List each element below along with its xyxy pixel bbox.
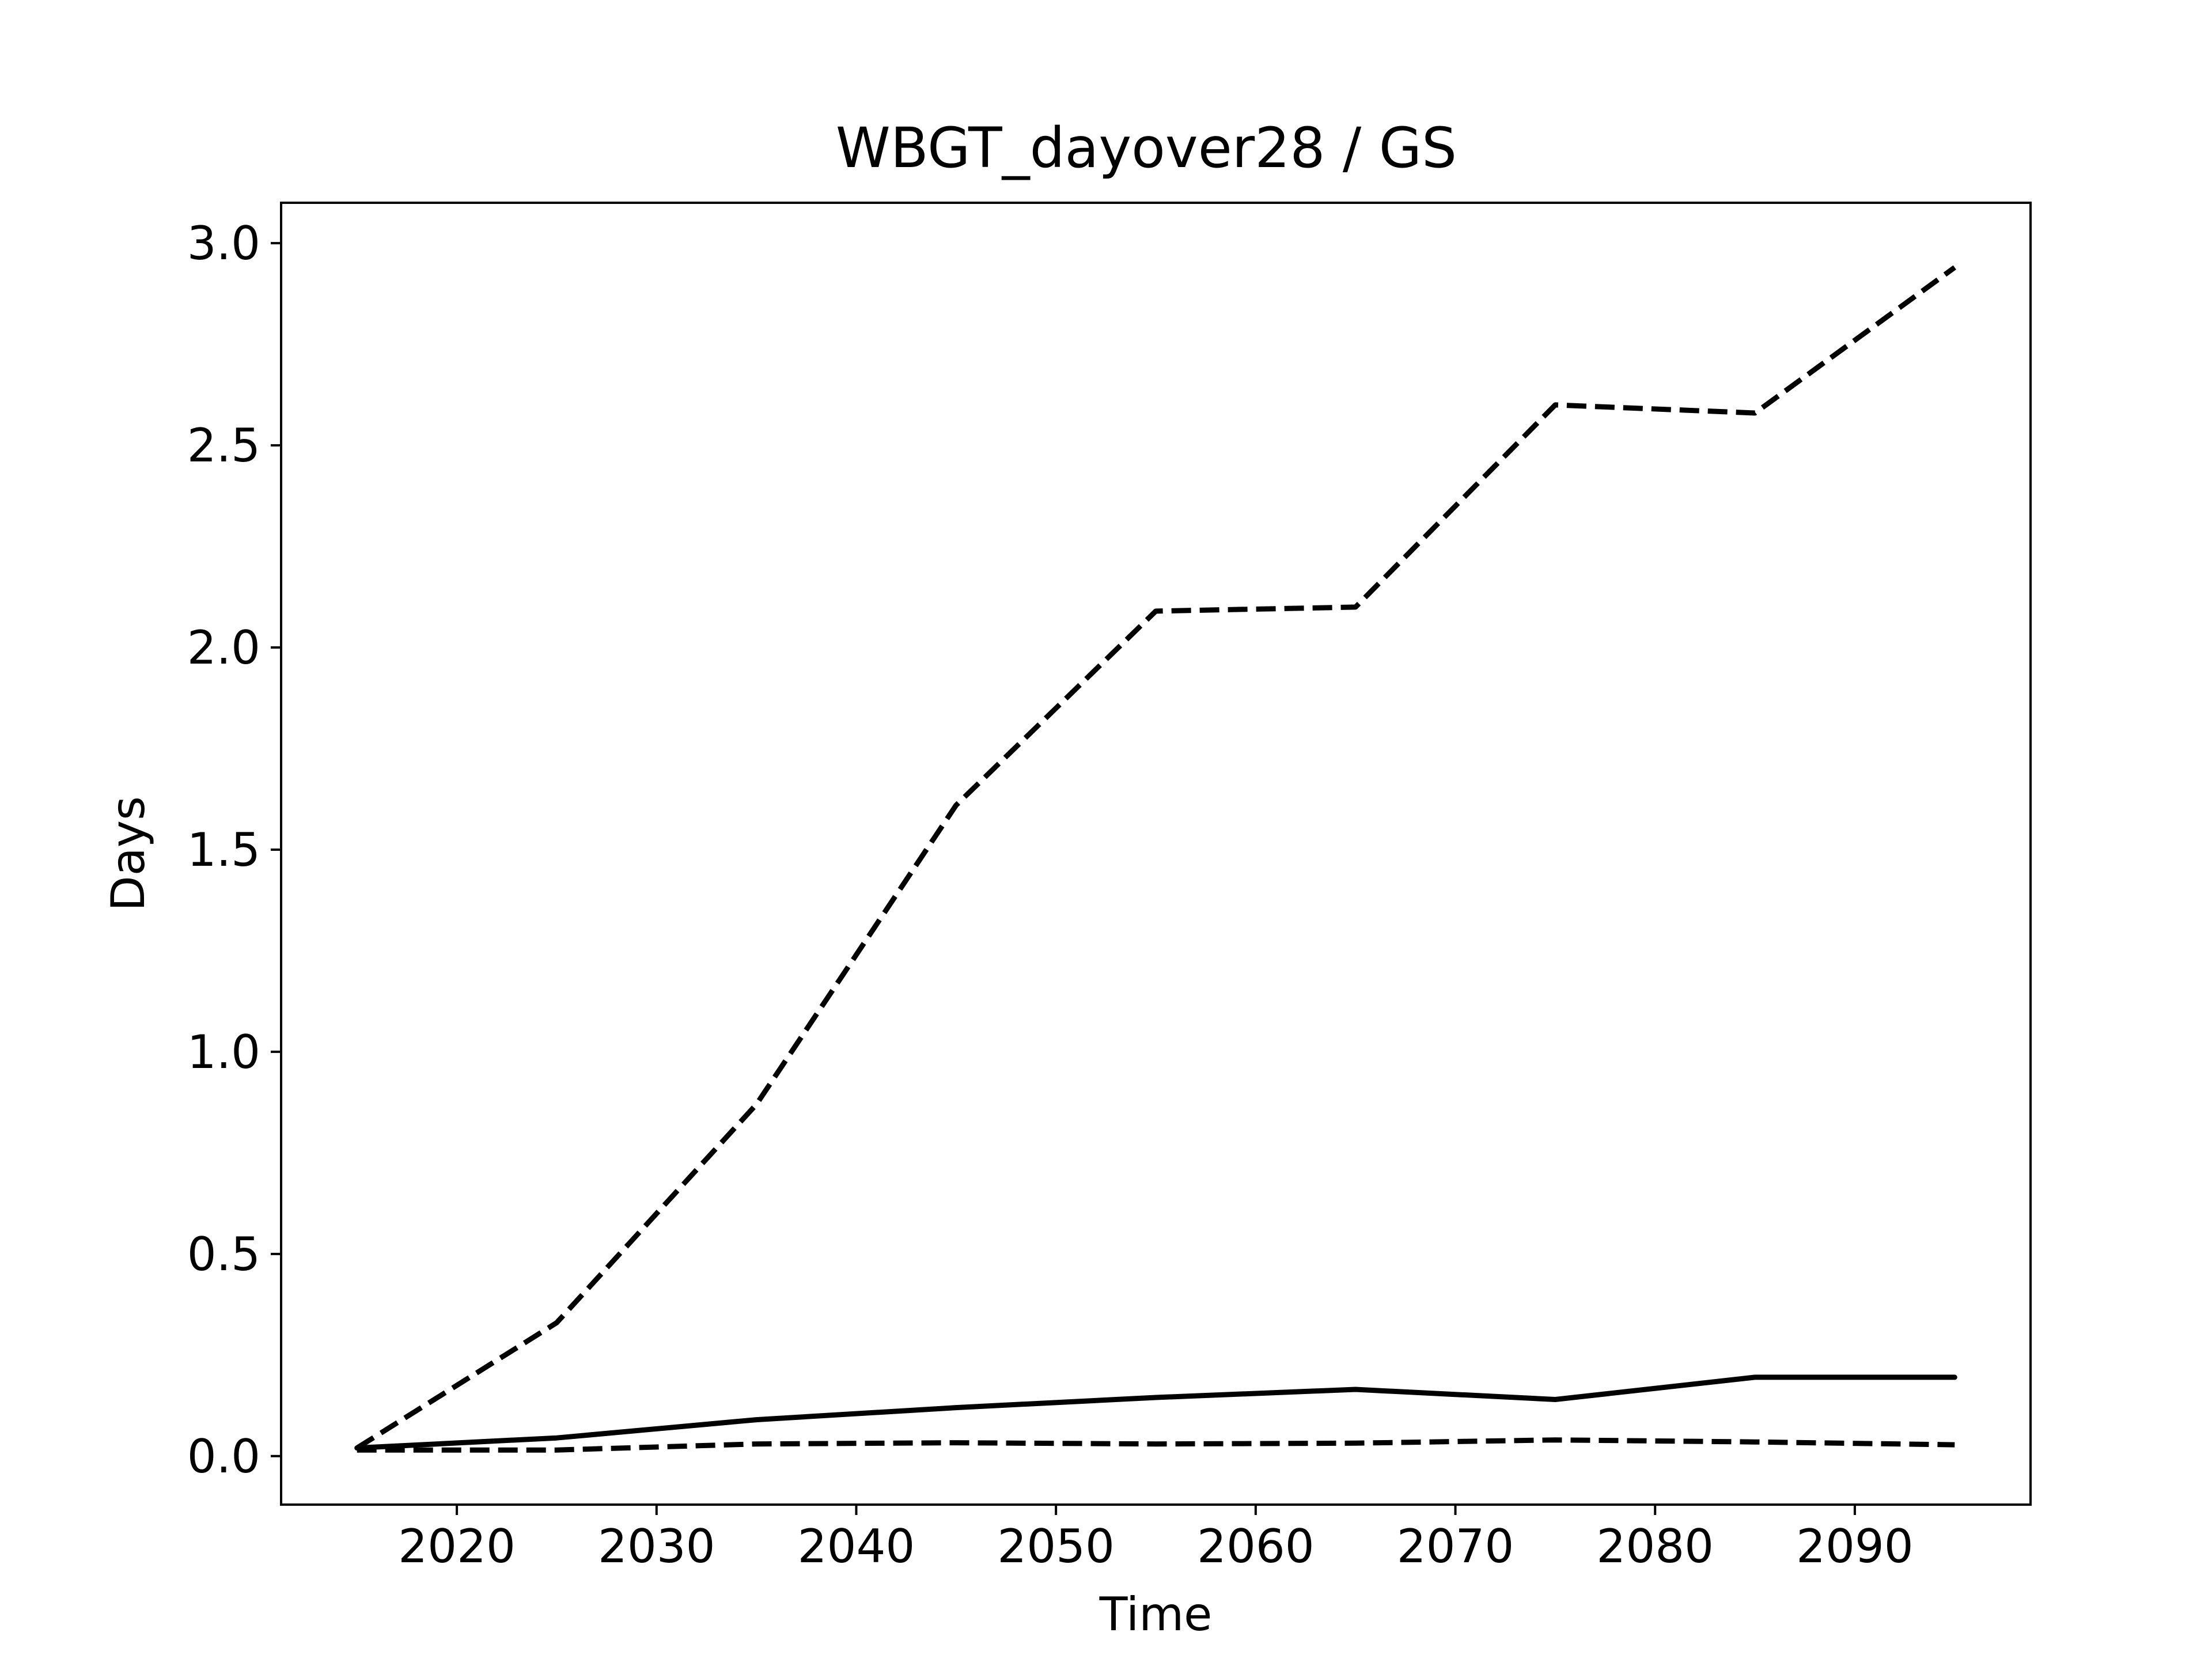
- y-tick-label-3: 1.5: [187, 823, 260, 877]
- x-tick-label-2050: 2050: [997, 1520, 1115, 1573]
- x-tick-label-2070: 2070: [1397, 1520, 1514, 1573]
- y-tick-label-6: 3.0: [187, 217, 260, 270]
- y-tick-label-2: 1.0: [187, 1025, 260, 1079]
- y-axis: 0.0 0.5 1.0 1.5 2.0 2.5 3.0: [187, 217, 281, 1483]
- x-tick-label-2080: 2080: [1596, 1520, 1714, 1573]
- y-tick-label-1: 0.5: [187, 1228, 260, 1281]
- chart-title: WBGT_dayover28 / GS: [836, 116, 1457, 180]
- x-axis: 2020 2030 2040 2050 2060 2070 2080 2090: [398, 1505, 1914, 1573]
- series-line-1: [355, 265, 1956, 1450]
- x-tick-label-2020: 2020: [398, 1520, 516, 1573]
- y-tick-label-5: 2.5: [187, 419, 260, 472]
- x-tick-label-2090: 2090: [1796, 1520, 1914, 1573]
- series-group: [354, 265, 1957, 1453]
- x-tick-label-2030: 2030: [598, 1520, 715, 1573]
- x-tick-label-2060: 2060: [1197, 1520, 1315, 1573]
- series-line-2: [354, 1374, 1957, 1451]
- y-axis-label: Days: [101, 796, 155, 911]
- y-tick-label-0: 0.0: [187, 1430, 260, 1483]
- y-tick-label-4: 2.0: [187, 621, 260, 675]
- series-line-3: [357, 1437, 1955, 1453]
- x-axis-label: Time: [1099, 1588, 1213, 1641]
- plot-frame: [280, 202, 2032, 1506]
- x-tick-label-2040: 2040: [798, 1520, 915, 1573]
